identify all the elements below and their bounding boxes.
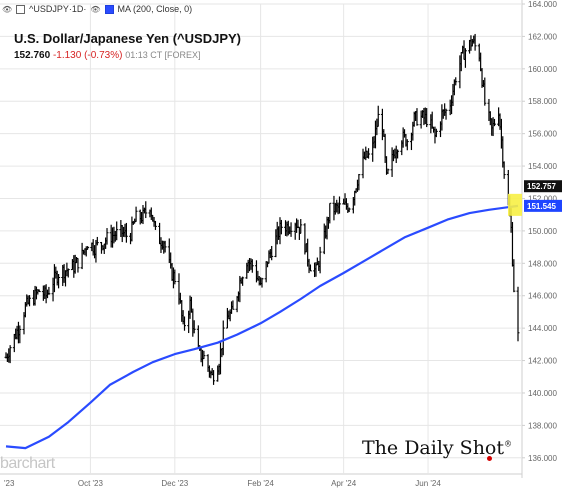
last-price-label-bg [524, 180, 562, 193]
ma-label-bg [524, 199, 562, 212]
last-price-axis-label: 152.757 [527, 182, 556, 191]
y-tick-label: 164.000 [528, 0, 557, 9]
y-tick-label: 156.000 [528, 130, 557, 139]
legend-row: 👁 ^USDJPY·1D· 👁 MA (200, Close, 0) [2, 4, 192, 14]
y-tick-label: 140.000 [528, 389, 557, 398]
y-tick-label: 146.000 [528, 292, 557, 301]
y-tick-label: 150.000 [528, 227, 557, 236]
quote-line: 152.760 -1.130 (-0.73%) 01:13 CT [FOREX] [14, 50, 201, 61]
daily-shot-logo-text: The Daily Shot [362, 437, 505, 459]
y-tick-label: 152.000 [528, 194, 557, 203]
y-tick-label: 162.000 [528, 32, 557, 41]
symbol-legend[interactable]: ^USDJPY·1D· [29, 4, 87, 14]
y-tick-label: 160.000 [528, 65, 557, 74]
ma-legend[interactable]: MA (200, Close, 0) [117, 4, 193, 14]
logo-red-dot [487, 456, 492, 461]
x-tick-label: '23 [4, 479, 15, 488]
x-tick-label: Apr '24 [331, 479, 357, 488]
eye-icon[interactable]: 👁 [2, 4, 13, 14]
y-tick-label: 138.000 [528, 421, 557, 430]
x-tick-label: Feb '24 [247, 479, 274, 488]
y-tick-label: 154.000 [528, 162, 557, 171]
ma-line [5, 204, 519, 450]
registered-mark: ® [504, 439, 513, 449]
legend-header: 👁 ^USDJPY·1D· 👁 MA (200, Close, 0) [0, 0, 564, 22]
y-tick-label: 142.000 [528, 357, 557, 366]
x-tick-label: Oct '23 [78, 479, 104, 488]
price-series-swatch [16, 4, 26, 14]
y-tick-label: 148.000 [528, 259, 557, 268]
quote-meta: 01:13 CT [FOREX] [125, 50, 201, 60]
barchart-watermark: barchart [0, 455, 55, 472]
y-tick-label: 136.000 [528, 454, 557, 463]
y-tick-label: 158.000 [528, 97, 557, 106]
x-tick-label: Dec '23 [161, 479, 188, 488]
eye-icon-ma[interactable]: 👁 [90, 4, 101, 14]
last-price: 152.760 [14, 50, 51, 61]
chart-title: U.S. Dollar/Japanese Yen (^USDJPY) [14, 31, 241, 46]
y-tick-label: 144.000 [528, 324, 557, 333]
ma-axis-label: 151.545 [527, 202, 556, 211]
ma-series-swatch [104, 4, 114, 14]
price-change: -1.130 (-0.73%) [52, 50, 123, 61]
x-tick-label: Jun '24 [415, 479, 441, 488]
daily-shot-logo: The Daily Shot® [362, 437, 512, 459]
highlight-box [508, 193, 522, 216]
